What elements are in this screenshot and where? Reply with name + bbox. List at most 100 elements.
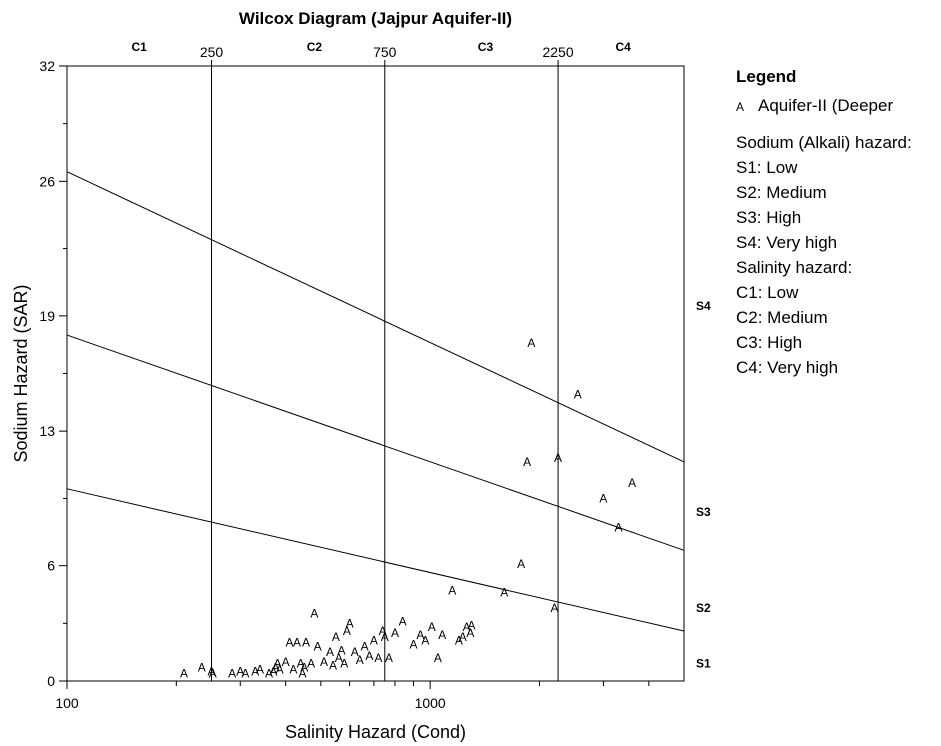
data-point: A: [310, 607, 318, 621]
plot-frame: [66, 65, 685, 682]
salinity-class-label: C1: [131, 40, 147, 54]
legend-s4: S4: Very high: [736, 233, 838, 252]
data-point: A: [256, 662, 264, 676]
legend: Legend A Aquifer-II (Deeper Sodium (Alkal…: [736, 64, 941, 380]
data-point: A: [307, 657, 315, 671]
data-point: A: [320, 655, 328, 669]
y-tick-label: 0: [47, 673, 55, 689]
data-point: A: [241, 666, 249, 680]
data-point: A: [228, 666, 236, 680]
data-point: A: [208, 664, 216, 678]
sodium-boundary-line: [66, 488, 685, 632]
data-point: A: [282, 655, 290, 669]
data-point: A: [434, 651, 442, 665]
x-tick-label: 100: [55, 695, 79, 711]
data-point: A: [628, 476, 636, 490]
salinity-class-label: C4: [616, 40, 632, 54]
data-point: A: [410, 637, 418, 651]
data-point: A: [399, 614, 407, 628]
data-point: A: [198, 661, 206, 675]
data-point: A: [365, 649, 373, 663]
data-point: A: [381, 630, 389, 644]
legend-sodium-heading: Sodium (Alkali) hazard:: [736, 133, 912, 152]
data-point: A: [370, 634, 378, 648]
legend-s1: S1: Low: [736, 158, 798, 177]
legend-title: Legend: [736, 67, 797, 86]
data-point: A: [340, 657, 348, 671]
data-point: A: [466, 626, 474, 640]
data-point: A: [517, 557, 525, 571]
data-point: A: [551, 601, 559, 615]
data-point: A: [337, 643, 345, 657]
data-point: A: [298, 666, 306, 680]
x-axis-label: Salinity Hazard (Cond): [285, 722, 466, 742]
data-point: A: [332, 630, 340, 644]
y-axis-label: Sodium Hazard (SAR): [11, 284, 31, 462]
class-boundary-label: 750: [373, 44, 397, 60]
data-point: A: [276, 662, 284, 676]
class-boundary-label: 250: [200, 44, 224, 60]
salinity-class-label: C3: [478, 40, 494, 54]
sodium-boundary-line: [66, 171, 685, 463]
data-point: A: [527, 336, 535, 350]
data-point: A: [289, 662, 297, 676]
y-tick-label: 26: [39, 173, 55, 189]
data-point: A: [274, 657, 282, 671]
x-tick-label: 1000: [415, 695, 446, 711]
data-point: A: [379, 624, 387, 638]
legend-c3: C3: High: [736, 333, 803, 352]
y-tick-label: 32: [39, 58, 55, 74]
data-point: A: [286, 636, 294, 650]
data-point: A: [459, 630, 467, 644]
sodium-boundary-line: [66, 334, 685, 551]
legend-s2: S2: Medium: [736, 183, 827, 202]
y-tick-label: 19: [39, 308, 55, 324]
chart-title: Wilcox Diagram (Jajpur Aquifer-II): [239, 9, 512, 28]
data-point: A: [523, 455, 531, 469]
data-point: A: [385, 651, 393, 665]
data-point: A: [463, 620, 471, 634]
data-point: A: [297, 657, 305, 671]
data-point: A: [614, 520, 622, 534]
data-point: A: [300, 661, 308, 675]
data-point: A: [574, 388, 582, 402]
data-point: A: [554, 451, 562, 465]
data-point: A: [335, 651, 343, 665]
data-point: A: [468, 618, 476, 632]
legend-s3: S3: High: [736, 208, 802, 227]
data-point: A: [329, 659, 337, 673]
legend-series-name: Aquifer-II (Deeper: [758, 96, 894, 115]
data-point: A: [500, 586, 508, 600]
data-point: A: [361, 639, 369, 653]
data-point: A: [251, 664, 259, 678]
legend-c1: C1: Low: [736, 283, 799, 302]
data-point: A: [180, 666, 188, 680]
sodium-class-label: S1: [696, 657, 711, 671]
data-point: A: [448, 584, 456, 598]
data-point: A: [455, 634, 463, 648]
data-point: A: [438, 628, 446, 642]
data-point: A: [269, 664, 277, 678]
legend-marker: A: [736, 100, 745, 114]
data-point: A: [428, 620, 436, 634]
data-point: A: [391, 626, 399, 640]
y-tick-label: 6: [47, 558, 55, 574]
data-point: A: [374, 651, 382, 665]
class-boundary-label: 2250: [542, 44, 573, 60]
legend-salinity-heading: Salinity hazard:: [736, 258, 853, 277]
data-point: A: [421, 634, 429, 648]
sodium-class-label: S2: [696, 601, 711, 615]
data-point: A: [265, 666, 273, 680]
data-point: A: [351, 645, 359, 659]
legend-c4: C4: Very high: [736, 358, 839, 377]
data-point: A: [343, 624, 351, 638]
y-tick-label: 13: [39, 423, 55, 439]
sodium-class-label: S4: [696, 299, 711, 313]
data-point: A: [271, 661, 279, 675]
data-point: A: [314, 639, 322, 653]
salinity-class-label: C2: [307, 40, 323, 54]
data-point: A: [209, 666, 217, 680]
data-point: A: [302, 636, 310, 650]
legend-entry-aquifer: A Aquifer-II (Deeper: [736, 93, 941, 120]
